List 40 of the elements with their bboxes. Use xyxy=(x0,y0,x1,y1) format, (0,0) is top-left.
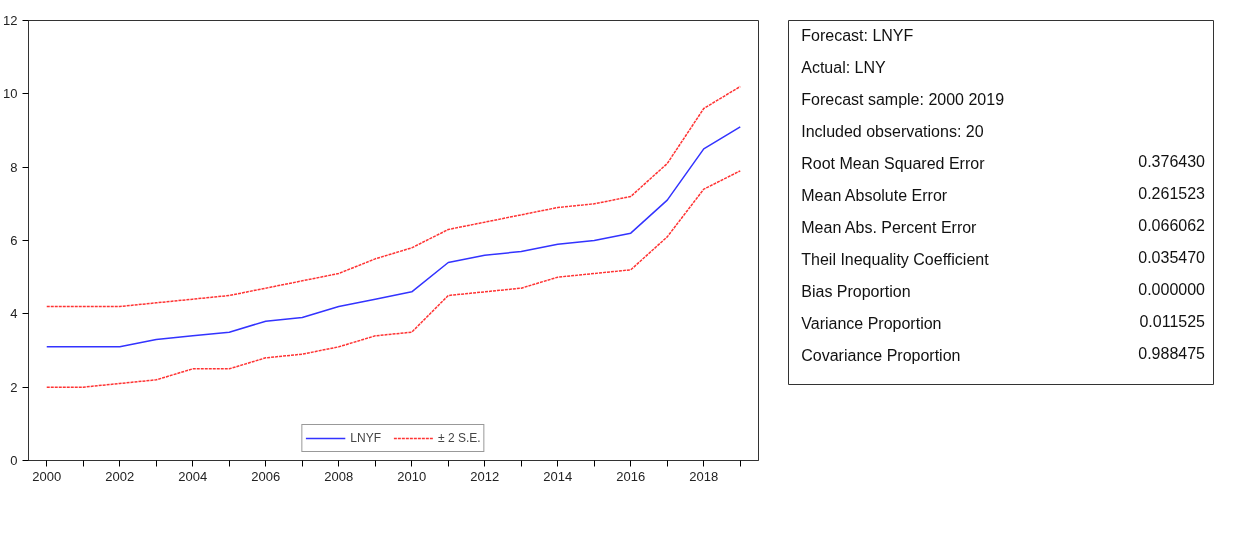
category-label: Root Mean Squared Error xyxy=(801,154,986,172)
x-tick-label: 2002 xyxy=(105,468,135,484)
category-label: Covariance Proportion xyxy=(801,347,961,365)
category-label: Included observations: 20 xyxy=(801,122,984,140)
y-tick-label: 0 xyxy=(10,453,18,468)
category-label: Forecast sample: 2000 2019 xyxy=(801,90,1005,108)
y-tick-label: 6 xyxy=(10,233,18,248)
category-label: Actual: LNY xyxy=(801,58,887,76)
legend-label: ± 2 S.E. xyxy=(438,431,481,445)
x-tick-label: 2000 xyxy=(32,468,62,484)
y-tick-label: 10 xyxy=(3,86,18,102)
x-tick-label: 2014 xyxy=(543,468,573,484)
y-tick-label: 4 xyxy=(10,306,18,322)
text: 0.988475 xyxy=(1138,345,1205,363)
y-tick-label: 2 xyxy=(10,379,18,395)
text: 0.000000 xyxy=(1138,281,1205,299)
category-label: Mean Abs. Percent Error xyxy=(801,219,978,237)
x-tick-label: 2016 xyxy=(616,468,646,484)
y-tick-label: 8 xyxy=(10,159,18,175)
text: 0.376430 xyxy=(1138,152,1205,170)
x-tick-label: 2018 xyxy=(689,468,719,484)
text: 0.261523 xyxy=(1138,184,1205,202)
category-label: Mean Absolute Error xyxy=(801,186,948,204)
line-series xyxy=(46,170,741,388)
x-tick-label: 2008 xyxy=(324,468,354,484)
category-label: Variance Proportion xyxy=(801,315,942,333)
x-tick-label: 2012 xyxy=(470,468,500,484)
x-tick-label: 2006 xyxy=(251,468,281,484)
category-label: Bias Proportion xyxy=(801,283,911,301)
text: 0.035470 xyxy=(1138,249,1205,267)
line-series xyxy=(46,126,741,348)
legend-label: LNYF xyxy=(350,431,382,445)
x-tick-label: 2004 xyxy=(178,468,208,484)
line-series xyxy=(46,85,741,308)
x-tick-label: 2010 xyxy=(397,468,427,484)
y-tick-label: 12 xyxy=(3,13,18,28)
category-label: Forecast: LNYF xyxy=(801,26,914,44)
category-label: Theil Inequality Coefficient xyxy=(801,251,990,269)
text: 0.011525 xyxy=(1139,313,1205,331)
text: 0.066062 xyxy=(1138,217,1205,235)
